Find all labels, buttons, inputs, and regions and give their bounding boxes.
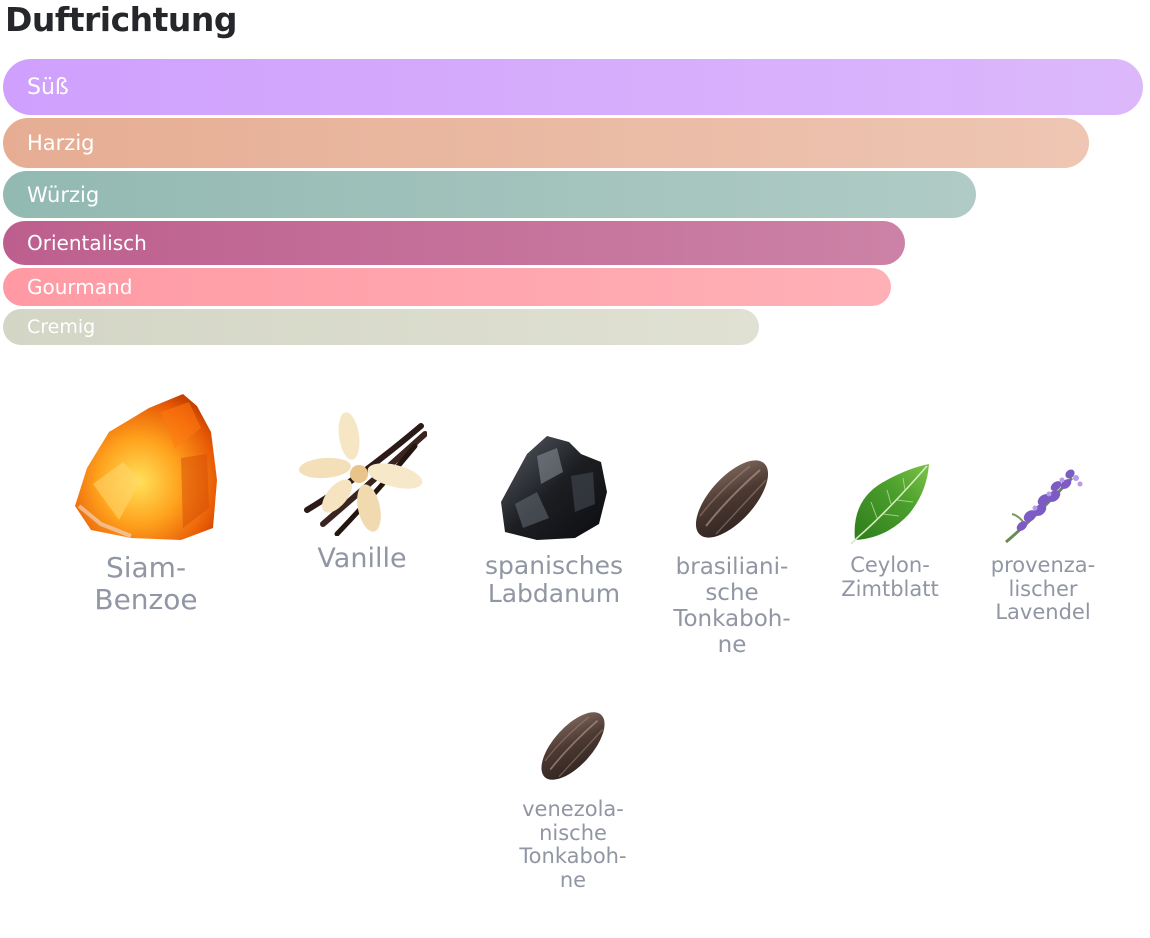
scent-bar-label: Süß [27,74,69,100]
cinnamon-leaf-icon [850,464,929,545]
scent-bar-gourmand: Gourmand [3,268,891,306]
labdanum-stone-icon [501,436,607,540]
ingredient-label: Ceylon- Zimtblatt [841,553,939,601]
scent-bar-suess: Süß [3,59,1143,115]
ingredient-label: Siam- Benzoe [94,551,198,616]
ingredient-provenzalischer-lavendel[interactable]: provenza- lischer Lavendel [978,464,1108,625]
scent-bar-label: Cremig [27,316,96,338]
scent-bar-label: Gourmand [27,275,133,299]
ingredient-label: brasiliani- sche Tonkaboh- ne [673,554,791,658]
scent-bar-wuerzig: Würzig [3,171,976,218]
amber-resin-icon [75,394,217,540]
scent-bar-cremig: Cremig [3,309,759,345]
tonka-bean-icon [695,460,769,538]
ingredient-label: venezola- nische Tonkaboh- ne [519,797,627,893]
ingredient-ceylon-zimtblatt[interactable]: Ceylon- Zimtblatt [830,462,950,601]
ingredient-siam-benzoe[interactable]: Siam- Benzoe [60,388,232,615]
tonka-bean-icon [541,712,605,780]
ingredient-spanisches-labdanum[interactable]: spanisches Labdanum [474,432,634,609]
scent-bar-harzig: Harzig [3,118,1089,168]
vanilla-flower-icon [299,412,427,536]
scent-bar-label: Würzig [27,182,100,207]
ingredient-label: Vanille [317,543,407,574]
lavender-icon [1005,469,1083,544]
ingredient-label: provenza- lischer Lavendel [990,553,1096,625]
scent-bar-orientalisch: Orientalisch [3,221,905,265]
ingredient-vanille[interactable]: Vanille [282,412,442,575]
scent-bar-label: Harzig [27,131,95,155]
scent-bar-label: Orientalisch [27,231,147,255]
ingredient-brasilianische-tonkabohne[interactable]: brasiliani- sche Tonkaboh- ne [660,452,804,658]
section-title: Duftrichtung [5,0,238,39]
ingredient-venezolanische-tonkabohne[interactable]: venezola- nische Tonkaboh- ne [505,704,641,893]
ingredient-label: spanisches Labdanum [484,551,624,609]
